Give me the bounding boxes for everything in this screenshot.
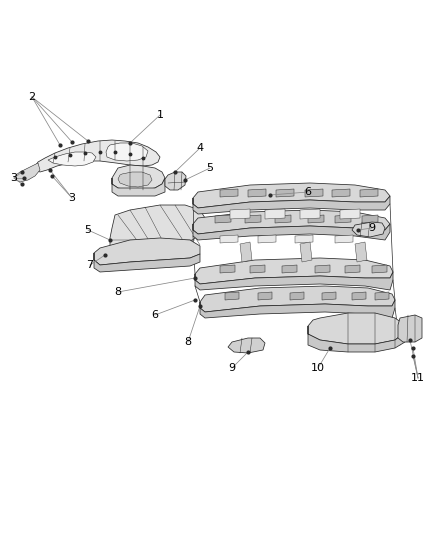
Polygon shape	[248, 189, 266, 197]
Polygon shape	[94, 253, 200, 272]
Polygon shape	[308, 326, 405, 352]
Polygon shape	[322, 292, 336, 300]
Polygon shape	[240, 242, 252, 262]
Text: 8: 8	[114, 287, 122, 297]
Polygon shape	[332, 189, 350, 197]
Text: 4: 4	[196, 143, 204, 153]
Polygon shape	[200, 286, 395, 312]
Text: 2: 2	[28, 92, 35, 102]
Polygon shape	[220, 265, 235, 273]
Polygon shape	[110, 205, 205, 262]
Text: 5: 5	[206, 163, 213, 173]
Polygon shape	[193, 183, 390, 208]
Polygon shape	[308, 313, 405, 344]
Polygon shape	[165, 172, 186, 190]
Polygon shape	[315, 265, 330, 273]
Polygon shape	[112, 178, 165, 196]
Polygon shape	[300, 242, 312, 262]
Polygon shape	[335, 235, 353, 243]
Polygon shape	[275, 215, 291, 223]
Polygon shape	[220, 189, 238, 197]
Circle shape	[371, 315, 385, 329]
Polygon shape	[48, 152, 96, 166]
Polygon shape	[258, 292, 272, 300]
Text: 11: 11	[411, 373, 425, 383]
Text: 1: 1	[156, 110, 163, 120]
Polygon shape	[220, 235, 238, 243]
Polygon shape	[352, 222, 385, 237]
Polygon shape	[305, 189, 323, 197]
Polygon shape	[16, 163, 40, 182]
Text: 9: 9	[368, 223, 375, 233]
Circle shape	[388, 321, 402, 335]
Polygon shape	[372, 265, 387, 273]
Polygon shape	[230, 209, 250, 219]
Polygon shape	[250, 265, 265, 273]
Polygon shape	[340, 209, 360, 219]
Polygon shape	[195, 272, 393, 290]
Polygon shape	[225, 292, 239, 300]
Text: 9: 9	[229, 363, 236, 373]
Polygon shape	[276, 189, 294, 197]
Polygon shape	[195, 258, 393, 284]
Polygon shape	[245, 215, 261, 223]
Polygon shape	[118, 172, 152, 187]
Polygon shape	[193, 210, 390, 234]
Text: 8: 8	[184, 337, 191, 347]
Polygon shape	[375, 292, 389, 300]
Polygon shape	[335, 215, 351, 223]
Polygon shape	[228, 338, 265, 353]
Circle shape	[323, 318, 337, 332]
Circle shape	[132, 175, 142, 185]
Polygon shape	[308, 215, 324, 223]
Polygon shape	[352, 292, 366, 300]
Polygon shape	[193, 196, 390, 214]
Polygon shape	[362, 215, 378, 223]
Polygon shape	[300, 209, 320, 219]
Polygon shape	[265, 209, 285, 219]
Polygon shape	[295, 235, 313, 243]
Text: 6: 6	[304, 187, 311, 197]
Polygon shape	[200, 300, 395, 318]
Polygon shape	[112, 165, 165, 190]
Polygon shape	[290, 292, 304, 300]
Polygon shape	[258, 235, 276, 243]
Polygon shape	[345, 265, 360, 273]
Polygon shape	[355, 242, 367, 262]
Text: 6: 6	[152, 310, 159, 320]
Polygon shape	[36, 140, 160, 172]
Polygon shape	[282, 265, 297, 273]
Polygon shape	[215, 215, 231, 223]
Text: 10: 10	[311, 363, 325, 373]
Text: 3: 3	[68, 193, 75, 203]
Polygon shape	[398, 315, 422, 342]
Text: 5: 5	[85, 225, 92, 235]
Text: 7: 7	[86, 260, 94, 270]
Polygon shape	[360, 189, 378, 197]
Text: 3: 3	[11, 173, 18, 183]
Polygon shape	[94, 238, 200, 265]
Circle shape	[348, 315, 362, 329]
Polygon shape	[193, 224, 390, 240]
Polygon shape	[106, 143, 148, 161]
